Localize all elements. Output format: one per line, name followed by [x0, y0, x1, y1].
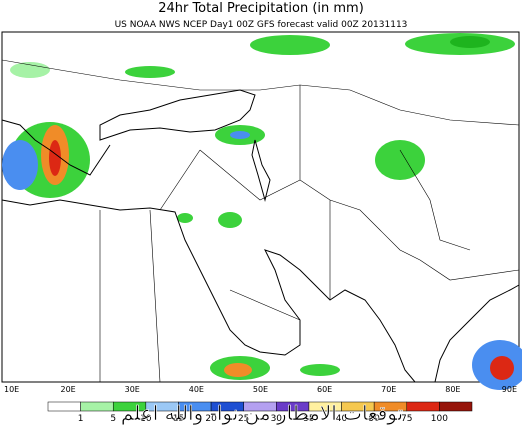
legend-label: 100	[431, 414, 448, 424]
legend-swatch	[439, 401, 473, 412]
legend-label: 25	[238, 414, 249, 424]
coastline	[99, 89, 256, 141]
longitude-label: 60E	[317, 385, 332, 394]
coastline	[251, 139, 271, 202]
longitude-label: 10E	[4, 385, 19, 394]
map	[1, 31, 522, 390]
border	[1, 59, 520, 383]
longitude-label: 70E	[381, 385, 396, 394]
longitude-label: 90E	[502, 385, 517, 394]
longitude-label: 20E	[61, 385, 76, 394]
legend-swatch	[47, 401, 81, 412]
subtitle: US NOAA NWS NCEP Day1 00Z GFS forecast v…	[115, 20, 408, 30]
longitude-label: 80E	[445, 385, 460, 394]
legend-swatch	[406, 401, 440, 412]
coastline	[434, 284, 520, 383]
legend-label: 75	[401, 414, 412, 424]
title: 24hr Total Precipitation (in mm)	[158, 1, 364, 16]
legend-label: 40	[336, 414, 348, 424]
legend-label: 15	[173, 414, 184, 424]
coastline	[1, 199, 416, 383]
longitude-label: 40E	[189, 385, 204, 394]
longitude-label: 50E	[253, 385, 268, 394]
legend-label: 35	[303, 414, 314, 424]
map-frame	[1, 31, 520, 383]
legend-swatch	[80, 401, 114, 412]
legend-label: 20	[205, 414, 217, 424]
coastline	[1, 119, 111, 176]
legend-label: 1	[78, 414, 84, 424]
legend-label: 5	[110, 414, 116, 424]
legend-label: 10	[140, 414, 152, 424]
legend: 1 5 10 15 20 25 30 35 40 50 75 100	[47, 401, 473, 424]
legend-label: 30	[271, 414, 283, 424]
legend-label: 50	[368, 414, 380, 424]
precipitation	[2, 33, 522, 390]
overlay-text: توقعات الامطار من نوا- والله اعلم	[121, 401, 403, 425]
longitude-label: 30E	[125, 385, 140, 394]
longitude-labels: 10E 20E 30E 40E 50E 60E 70E 80E 90E	[4, 385, 517, 394]
